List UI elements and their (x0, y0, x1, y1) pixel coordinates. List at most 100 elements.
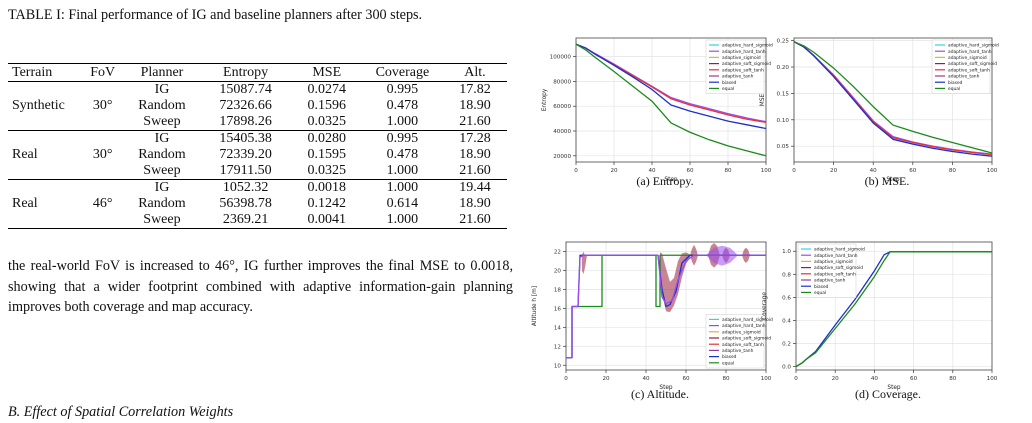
x-tick-label: 20 (830, 168, 838, 174)
legend-label: adaptive_tanh (948, 74, 980, 80)
cell-entropy: 56398.78 (219, 196, 272, 211)
legend-label: biased (722, 80, 737, 86)
legend-label: adaptive_hard_sigmoid (948, 43, 999, 49)
series-line-biased (793, 41, 993, 157)
y-axis-label: Altitude h [m] (532, 286, 538, 326)
table-row: Random 56398.78 0.1242 0.614 18.90 (8, 196, 507, 212)
table-row: Sweep 17911.50 0.0325 1.000 21.60 (8, 163, 507, 180)
cell-entropy: 72326.66 (219, 98, 272, 113)
table-row: Synthetic 30° IG 15087.74 0.0274 0.995 1… (8, 81, 507, 131)
legend-label: adaptive_sigmoid (814, 259, 853, 265)
cell-mse: 0.0280 (291, 130, 362, 147)
cell-coverage: 0.995 (361, 130, 443, 147)
cell-planner: IG (124, 81, 200, 98)
figure-subcaption: (a) Entropy. (636, 174, 693, 188)
cell-mse: 0.1242 (307, 196, 346, 211)
cell-fov: 30° (81, 81, 125, 131)
cell-altitude: 21.60 (442, 212, 507, 229)
header-coverage: Coverage (361, 63, 443, 82)
x-tick-label: 60 (682, 376, 690, 382)
cell-coverage: 0.995 (361, 81, 443, 98)
cell-terrain: Synthetic (8, 81, 81, 131)
cell-entropy: 1052.32 (199, 179, 292, 196)
table-row: Sweep 17898.26 0.0325 1.000 21.60 (8, 114, 507, 131)
cell-mse: 0.0274 (291, 81, 362, 98)
legend-label: adaptive_soft_tanh (722, 342, 764, 348)
x-tick-label: 80 (949, 376, 957, 382)
x-tick-label: 0 (794, 376, 798, 382)
legend-label: adaptive_soft_sigmoid (722, 336, 771, 342)
y-tick-label: 10 (554, 363, 562, 369)
legend-label: equal (948, 86, 960, 92)
table-caption: TABLE I: Final performance of IG and bas… (8, 7, 423, 23)
legend-box (931, 39, 991, 94)
cell-fov: 30° (81, 130, 125, 180)
cell-mse: 0.1595 (307, 147, 346, 162)
x-tick-label: 100 (987, 168, 998, 174)
y-tick-label: 0.2 (782, 341, 791, 347)
cell-entropy: 15405.38 (199, 130, 292, 147)
cell-altitude: 18.90 (459, 98, 491, 113)
figure-subcaption: (b) MSE. (865, 174, 910, 188)
legend-box (705, 314, 765, 369)
legend-label: adaptive_soft_tanh (948, 67, 990, 73)
legend-label: adaptive_hard_tanh (814, 253, 858, 259)
legend-box (705, 39, 765, 94)
x-axis-label: Step (664, 177, 678, 183)
header-mse: MSE (291, 63, 362, 82)
y-tick-label: 0.6 (782, 295, 791, 301)
figure-subcaption: (d) Coverage. (855, 387, 921, 401)
legend-label: equal (722, 360, 734, 366)
x-tick-label: 0 (792, 168, 796, 174)
y-tick-label: 60000 (553, 104, 571, 110)
chart-panel-2: 0 20 40 60 80 100 0.05 0.10 0.15 0.20 0.25 Step MSE a… (760, 37, 999, 188)
legend-label: adaptive_hard_sigmoid (722, 43, 773, 49)
x-tick-label: 20 (832, 376, 840, 382)
legend-label: adaptive_soft_tanh (722, 67, 764, 73)
legend-label: biased (948, 80, 963, 86)
cell-coverage: 1.000 (361, 212, 443, 229)
legend-label: adaptive_sigmoid (948, 55, 987, 61)
table-row: Real 46° IG 1052.32 0.0018 1.000 19.44 (8, 179, 507, 229)
variance-band (660, 252, 690, 313)
chart-legend: adaptive_hard_sigmoidadaptive_hard_tanha… (705, 39, 773, 94)
header-entropy: Entropy (199, 63, 292, 82)
cell-planner: Random (138, 98, 186, 113)
cell-entropy: 17911.50 (219, 163, 272, 178)
header-planner: Planner (124, 63, 200, 82)
x-tick-label: 100 (761, 168, 772, 174)
cell-planner: Random (138, 196, 186, 211)
y-tick-label: 40000 (553, 129, 571, 135)
variance-band (582, 251, 587, 275)
table-header-row: Terrain FoV Planner Entropy MSE Coverage… (8, 63, 507, 82)
x-tick-label: 100 (761, 376, 772, 382)
legend-label: biased (814, 284, 829, 290)
chart-legend: adaptive_hard_sigmoidadaptive_hard_tanha… (705, 314, 773, 369)
y-tick-label: 12 (554, 344, 561, 350)
series-line-adaptive_hard_tanh (566, 254, 766, 359)
y-tick-label: 0.4 (782, 318, 791, 324)
x-tick-label: 60 (910, 376, 918, 382)
y-tick-label: 0.8 (782, 272, 791, 278)
y-tick-label: 20000 (553, 154, 571, 160)
cell-mse: 0.0041 (291, 212, 362, 229)
legend-label: biased (722, 354, 737, 360)
legend-label: adaptive_sigmoid (722, 55, 761, 61)
y-tick-label: 20 (554, 268, 562, 274)
y-tick-label: 0.10 (777, 118, 790, 124)
cell-altitude: 17.28 (442, 130, 507, 147)
body-paragraph: the real-world FoV is increased to 46°, … (8, 258, 513, 315)
y-tick-label: 0.0 (782, 365, 791, 371)
cell-altitude: 18.90 (459, 196, 491, 211)
legend-label: adaptive_tanh (814, 278, 846, 284)
cell-coverage: 0.478 (386, 98, 419, 113)
table-row: Real 30° IG 15405.38 0.0280 0.995 17.28 (8, 130, 507, 180)
cell-planner: Random (138, 147, 186, 162)
series-line-equal (795, 251, 992, 368)
cell-entropy: 15087.74 (199, 81, 292, 98)
legend-label: adaptive_sigmoid (722, 329, 761, 335)
table-row: Random 72326.66 0.1596 0.478 18.90 (8, 98, 507, 114)
cell-planner: Sweep (124, 212, 200, 229)
y-axis-label: MSE (760, 93, 766, 106)
